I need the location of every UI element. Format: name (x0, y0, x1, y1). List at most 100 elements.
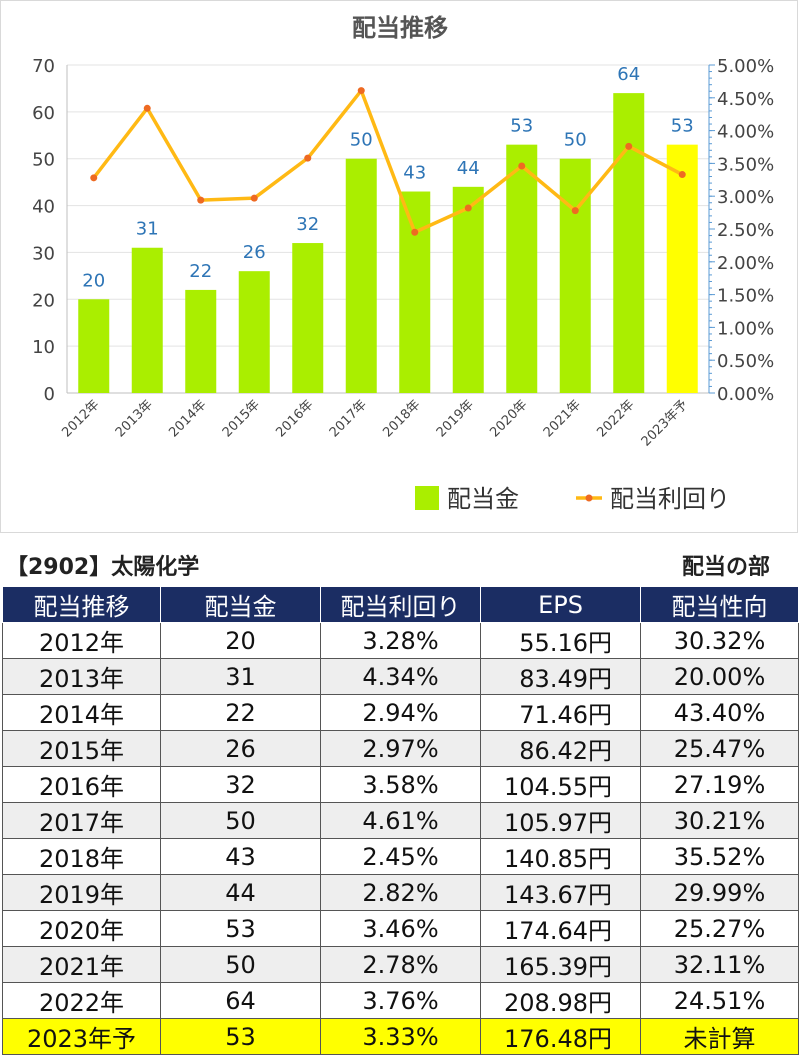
table-cell: 43.40% (640, 694, 799, 731)
table-cell: 3.76% (320, 982, 481, 1019)
y-right-tick-label: 0.50% (717, 351, 774, 372)
table-cell: 31 (160, 658, 321, 695)
column-header: 配当金 (160, 586, 321, 623)
table-cell: 29.99% (640, 874, 799, 911)
table-cell: 53 (160, 1018, 321, 1055)
table-cell: 2014年 (2, 694, 161, 731)
table-cell: 2021年 (2, 946, 161, 983)
y-left-tick-label: 60 (32, 103, 55, 124)
bar-data-label: 50 (564, 130, 587, 151)
table-cell: 2023年予 (2, 1018, 161, 1055)
table-row: 2021年 50 2.78% 165.39円 32.11% (2, 946, 799, 983)
table-cell: 未計算 (640, 1018, 799, 1055)
table-cell: 105.97円 (480, 802, 641, 839)
yield-point (625, 142, 633, 150)
table-row: 2014年 22 2.94% 71.46円 43.40% (2, 694, 799, 731)
table-cell: 2017年 (2, 802, 161, 839)
bar (78, 299, 110, 393)
table-cell: 50 (160, 802, 321, 839)
legend-swatch-marker (585, 494, 593, 502)
yield-point (90, 174, 98, 182)
chart-title: 配当推移 (352, 14, 448, 42)
legend-swatch-bars (415, 486, 439, 510)
bar (613, 93, 645, 393)
table-cell: 3.46% (320, 910, 481, 947)
legend-label-bars: 配当金 (447, 485, 519, 513)
bar-data-label: 44 (457, 158, 480, 179)
table-cell: 50 (160, 946, 321, 983)
table-cell: 86.42円 (480, 730, 641, 767)
table-cell: 25.47% (640, 730, 799, 767)
yield-point (304, 154, 312, 162)
bar (292, 243, 324, 393)
x-tick-label: 2021年 (541, 397, 584, 440)
y-left-tick-label: 30 (32, 243, 55, 264)
table-cell: 2.82% (320, 874, 481, 911)
dividend-table: 配当推移 配当金 配当利回り EPS 配当性向 2012年 20 3.28% 55.16円 30… (2, 586, 799, 1055)
bar-data-label: 26 (243, 242, 266, 263)
table-row: 2015年 26 2.97% 86.42円 25.47% (2, 730, 799, 767)
yield-point (518, 162, 526, 170)
y-right-tick-label: 3.50% (717, 154, 774, 175)
bar-data-label: 64 (617, 64, 640, 85)
y-right-tick-label: 5.00% (717, 56, 774, 77)
bar-data-label: 53 (510, 116, 533, 137)
table-cell: 55.16円 (480, 622, 641, 659)
company-label: 【2902】太陽化学 (6, 555, 200, 580)
yield-point (411, 228, 419, 236)
yield-point (143, 104, 151, 112)
column-header: 配当利回り (320, 586, 481, 623)
table-row: 2020年 53 3.46% 174.64円 25.27% (2, 910, 799, 947)
y-left-tick-label: 20 (32, 290, 55, 311)
table-cell: 2019年 (2, 874, 161, 911)
table-cell: 35.52% (640, 838, 799, 875)
table-row: 2017年 50 4.61% 105.97円 30.21% (2, 802, 799, 839)
table-cell: 20 (160, 622, 321, 659)
bar (506, 144, 538, 393)
table-cell: 3.28% (320, 622, 481, 659)
table-cell: 32 (160, 766, 321, 803)
table-cell: 104.55円 (480, 766, 641, 803)
table-cell: 3.33% (320, 1018, 481, 1055)
table-cell: 165.39円 (480, 946, 641, 983)
bar-data-label: 43 (403, 163, 426, 184)
y-left-tick-label: 40 (32, 197, 55, 218)
table-row: 2018年 43 2.45% 140.85円 35.52% (2, 838, 799, 875)
yield-point (357, 87, 365, 95)
x-tick-label: 2018年 (380, 397, 423, 440)
table-cell: 2.94% (320, 694, 481, 731)
table-cell: 4.34% (320, 658, 481, 695)
table-row: 2022年 64 3.76% 208.98円 24.51% (2, 982, 799, 1019)
y-right-tick-label: 2.50% (717, 220, 774, 241)
table-cell: 20.00% (640, 658, 799, 695)
x-tick-label: 2020年 (487, 397, 530, 440)
y-right-tick-label: 1.00% (717, 318, 774, 339)
bar (185, 289, 217, 393)
table-cell: 143.67円 (480, 874, 641, 911)
y-right-tick-label: 4.50% (717, 89, 774, 110)
bar (345, 158, 377, 393)
column-header: EPS (480, 586, 641, 623)
table-cell: 25.27% (640, 910, 799, 947)
table-cell: 2.97% (320, 730, 481, 767)
bar (131, 247, 163, 393)
table-cell: 2015年 (2, 730, 161, 767)
y-right-tick-label: 1.50% (717, 286, 774, 307)
column-header: 配当性向 (640, 586, 799, 623)
table-body: 2012年 20 3.28% 55.16円 30.32% 2013年 31 4.34% 83.4… (2, 622, 799, 1055)
x-tick-label: 2023年予 (639, 397, 691, 449)
bar (666, 144, 698, 393)
table-row: 2023年予 53 3.33% 176.48円 未計算 (2, 1018, 799, 1055)
yield-point (571, 207, 579, 215)
x-tick-label: 2014年 (166, 397, 209, 440)
bar-data-label: 32 (296, 214, 319, 235)
yield-point (464, 204, 472, 212)
section-label: 配当の部 (681, 555, 770, 580)
table-cell: 4.61% (320, 802, 481, 839)
x-tick-label: 2013年 (113, 397, 156, 440)
y-right-tick-label: 3.00% (717, 187, 774, 208)
bar (399, 191, 431, 393)
table-cell: 22 (160, 694, 321, 731)
table-cell: 2.45% (320, 838, 481, 875)
table-cell: 64 (160, 982, 321, 1019)
